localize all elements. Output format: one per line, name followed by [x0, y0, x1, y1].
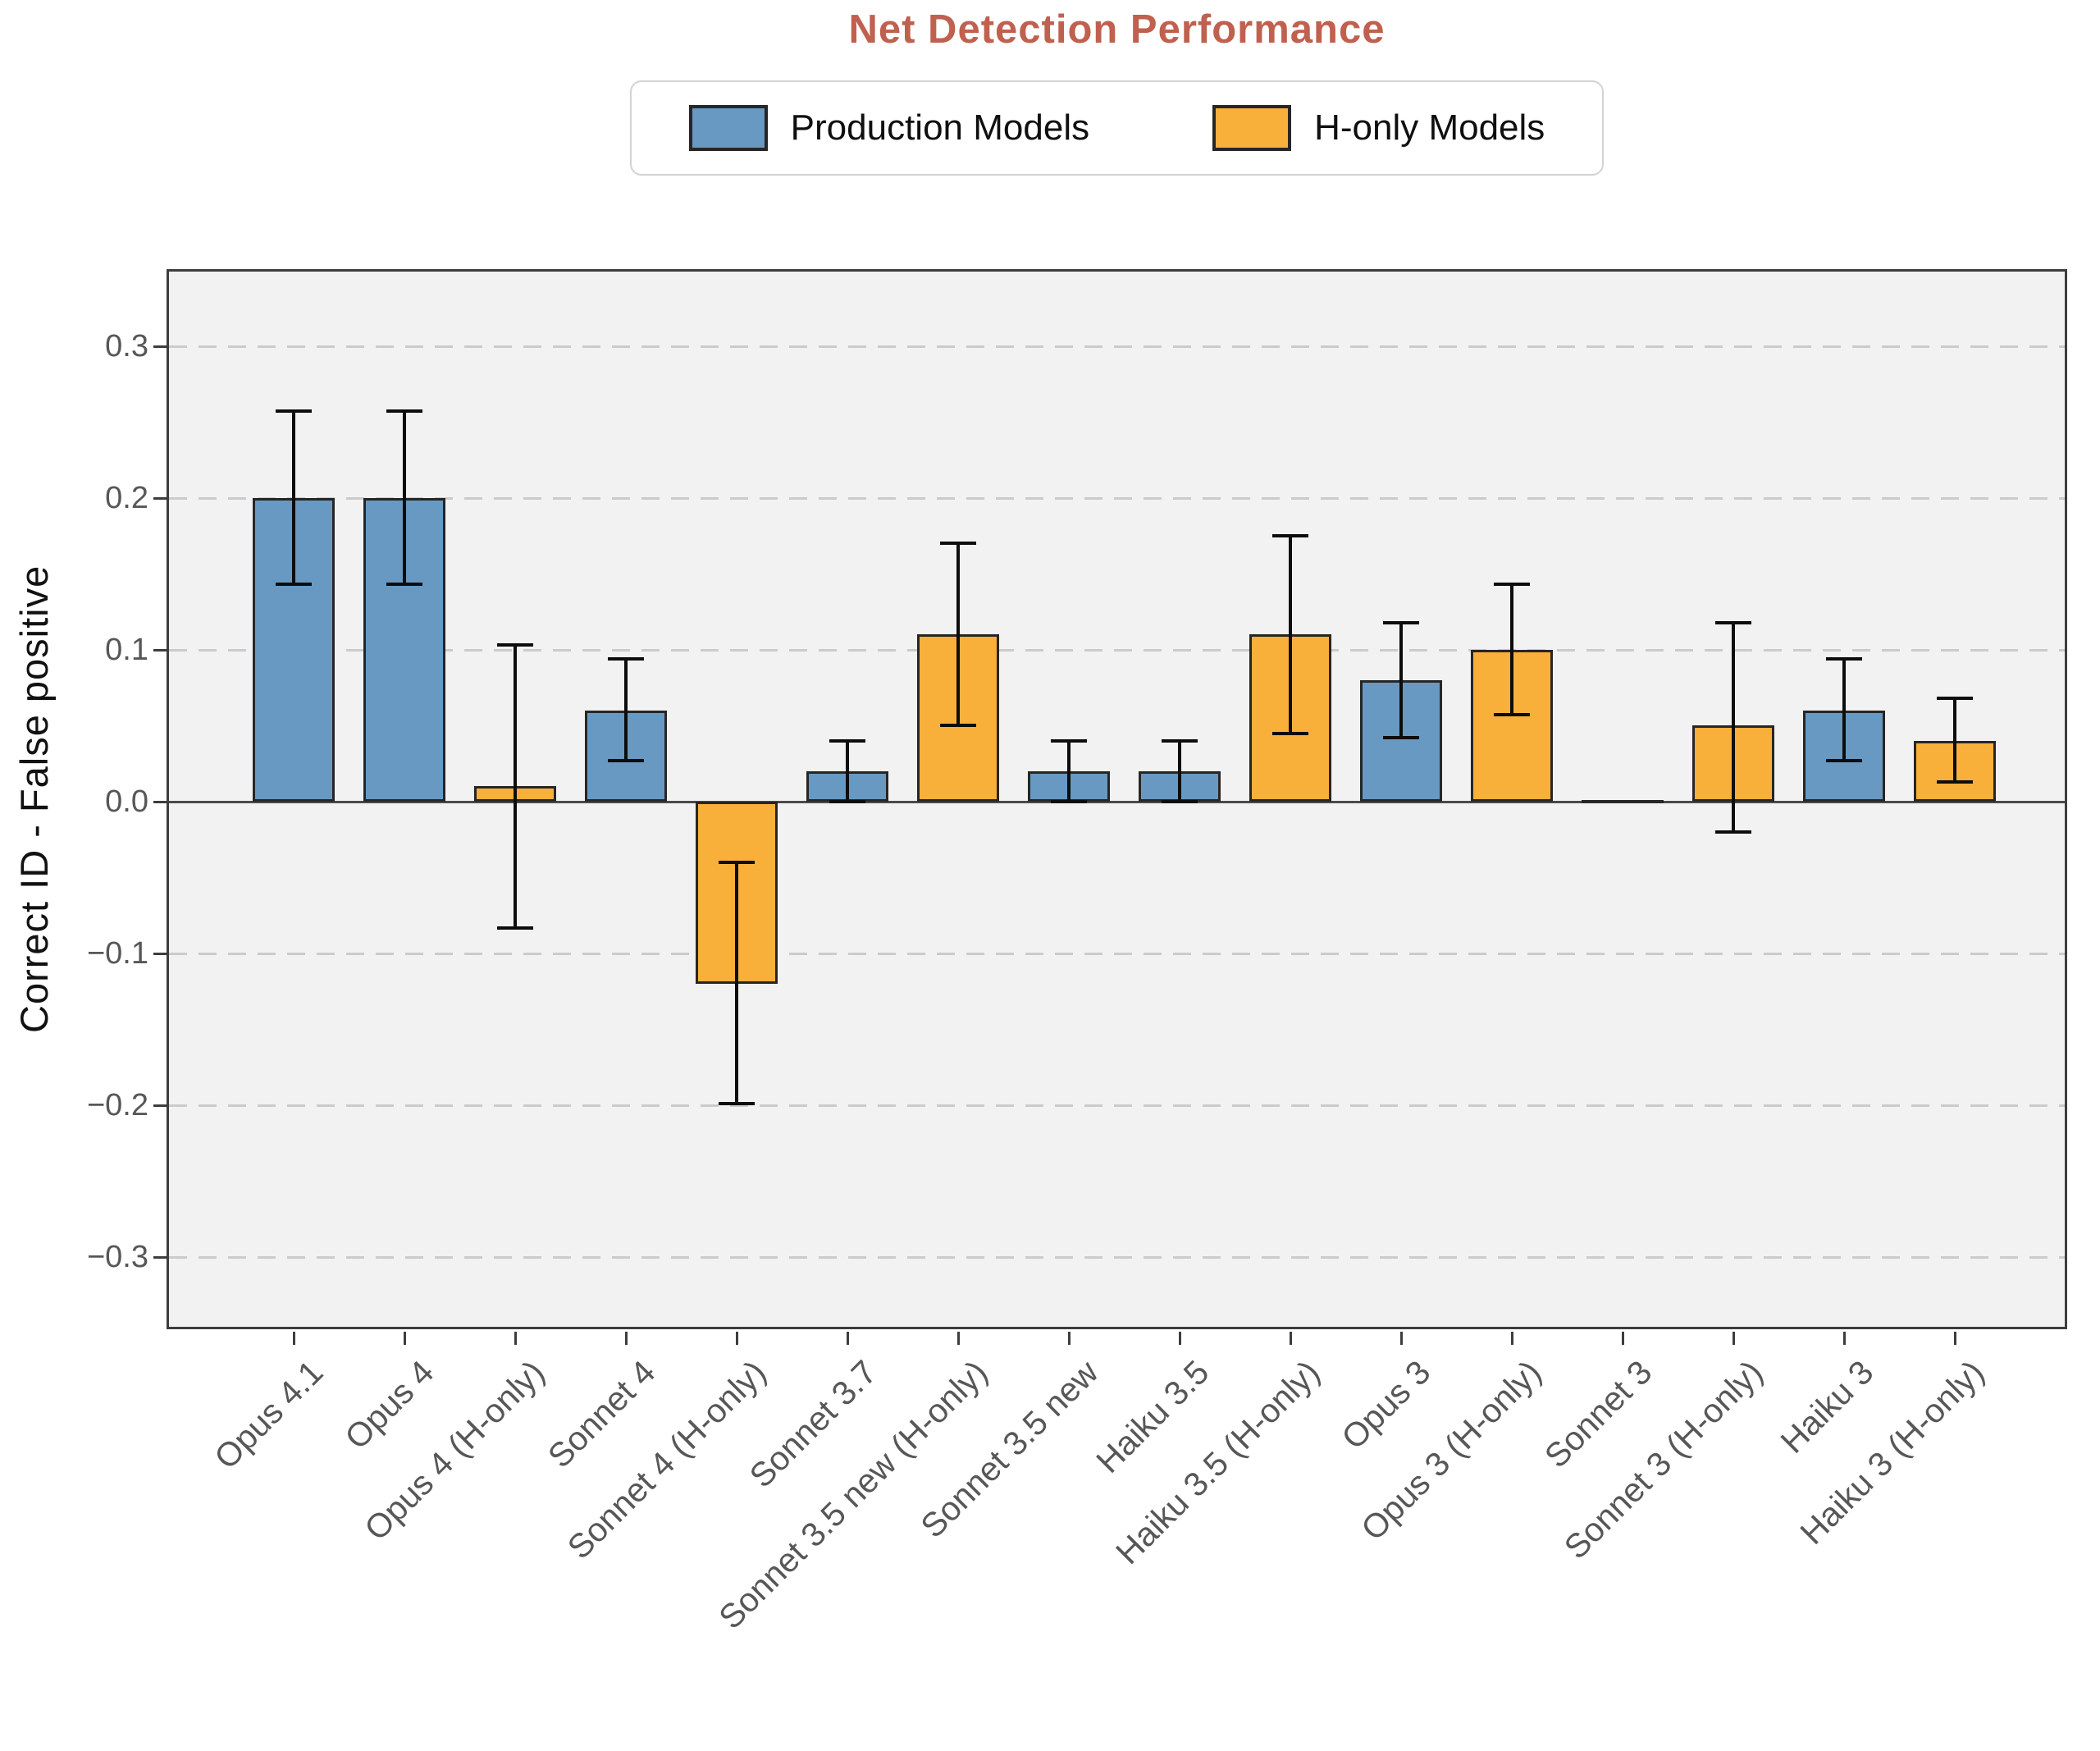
error-bar-opus-4-1 [292, 411, 295, 584]
error-cap-top [386, 409, 422, 413]
gridline--0.3 [169, 1256, 2065, 1259]
error-cap-bottom [1272, 732, 1308, 735]
error-bar-sonnet-4 [624, 659, 628, 761]
error-bar-opus-3 [1399, 623, 1403, 738]
x-tick-mark [625, 1332, 628, 1345]
gridline--0.2 [169, 1104, 2065, 1107]
h-only-models-swatch-icon [1212, 105, 1292, 151]
error-cap-top [1937, 697, 1973, 700]
error-cap-bottom [1051, 800, 1087, 803]
y-tick-label: −0.3 [86, 1240, 148, 1274]
error-bar-haiku-3 [1842, 659, 1846, 761]
x-tick-mark [736, 1332, 738, 1345]
y-tick-mark [153, 801, 167, 803]
legend-item-production: Production Models [688, 105, 1090, 151]
chart-title: Net Detection Performance [848, 7, 1386, 52]
error-bar-sonnet-3-5-new-h-only [956, 543, 960, 725]
error-bar-haiku-3-5 [1178, 741, 1181, 802]
error-cap-bottom [829, 800, 865, 803]
gridline-0.2 [169, 497, 2065, 500]
error-cap-top [1162, 739, 1198, 743]
x-tick-label-opus-4-1: Opus 4.1 [207, 1353, 331, 1477]
y-tick-mark [153, 649, 167, 651]
x-tick-mark [957, 1332, 960, 1345]
y-tick-mark [153, 345, 167, 348]
x-tick-mark [293, 1332, 295, 1345]
error-cap-top [940, 542, 976, 545]
error-cap-top [1826, 657, 1862, 661]
error-bar-opus-3-h-only [1510, 584, 1513, 715]
error-cap-bottom [1715, 830, 1751, 834]
production-models-swatch-icon [688, 105, 768, 151]
error-bar-opus-4-h-only [514, 645, 517, 928]
x-tick-mark [1732, 1332, 1735, 1345]
y-tick-label: 0.3 [105, 329, 148, 363]
error-bar-sonnet-3-7 [846, 741, 849, 802]
y-tick-label: 0.1 [105, 633, 148, 667]
y-tick-label: 0.0 [105, 784, 148, 819]
x-tick-mark [1290, 1332, 1292, 1345]
error-bar-sonnet-3-5-new [1067, 741, 1071, 802]
error-cap-bottom [1937, 780, 1973, 784]
error-cap-bottom [608, 759, 644, 762]
x-tick-mark [847, 1332, 849, 1345]
zero-axis-line [169, 801, 2065, 803]
x-tick-mark [1622, 1332, 1624, 1345]
error-cap-top [1383, 621, 1419, 624]
y-tick-label: −0.2 [86, 1088, 148, 1122]
y-tick-mark [153, 497, 167, 500]
plot-area: 0.3 0.2 0.1 0.0 −0.1 −0.2 −0.3 Opus 4.1 Opus 4 Op… [87, 269, 2067, 1636]
x-tick-mark [1179, 1332, 1181, 1345]
y-tick-label: 0.2 [105, 481, 148, 515]
error-cap-bottom [1494, 713, 1530, 716]
error-bar-sonnet-3-h-only [1732, 623, 1735, 832]
error-cap-top [608, 657, 644, 661]
error-cap-bottom [276, 583, 312, 586]
error-bar-sonnet-4-h-only [735, 862, 738, 1104]
error-cap-bottom [1162, 800, 1198, 803]
x-tick-mark [404, 1332, 406, 1345]
x-tick-mark [1843, 1332, 1846, 1345]
error-cap-top [1494, 583, 1530, 586]
gridline--0.1 [169, 953, 2065, 955]
legend: Production Models H-only Models [167, 80, 2067, 176]
x-tick-mark [1954, 1332, 1956, 1345]
error-cap-top [497, 643, 533, 647]
error-bar-haiku-3-5-h-only [1289, 536, 1292, 734]
y-tick-label: −0.1 [86, 936, 148, 971]
error-cap-top [1715, 621, 1751, 624]
error-cap-bottom [1383, 736, 1419, 739]
gridline-0.1 [169, 649, 2065, 651]
x-tick-mark [1068, 1332, 1071, 1345]
legend-label-production: Production Models [790, 107, 1090, 148]
error-cap-bottom [497, 926, 533, 930]
error-cap-top [1272, 534, 1308, 537]
bar-sonnet-3 [1582, 800, 1664, 803]
error-cap-top [719, 861, 755, 864]
x-tick-mark [514, 1332, 517, 1345]
x-tick-mark [1511, 1332, 1513, 1345]
error-cap-bottom [1826, 759, 1862, 762]
legend-item-h-only: H-only Models [1212, 105, 1545, 151]
error-cap-bottom [940, 724, 976, 727]
error-cap-top [276, 409, 312, 413]
y-tick-mark [153, 953, 167, 955]
y-tick-mark [153, 1256, 167, 1259]
error-cap-bottom [719, 1102, 755, 1105]
legend-box: Production Models H-only Models [629, 80, 1605, 176]
y-tick-mark [153, 1104, 167, 1107]
legend-label-h-only: H-only Models [1314, 107, 1545, 148]
error-cap-top [1051, 739, 1087, 743]
error-bar-haiku-3-h-only [1953, 698, 1956, 782]
error-cap-top [829, 739, 865, 743]
gridline-0.3 [169, 345, 2065, 348]
error-bar-opus-4 [403, 411, 406, 584]
error-cap-bottom [386, 583, 422, 586]
x-tick-mark [1400, 1332, 1403, 1345]
